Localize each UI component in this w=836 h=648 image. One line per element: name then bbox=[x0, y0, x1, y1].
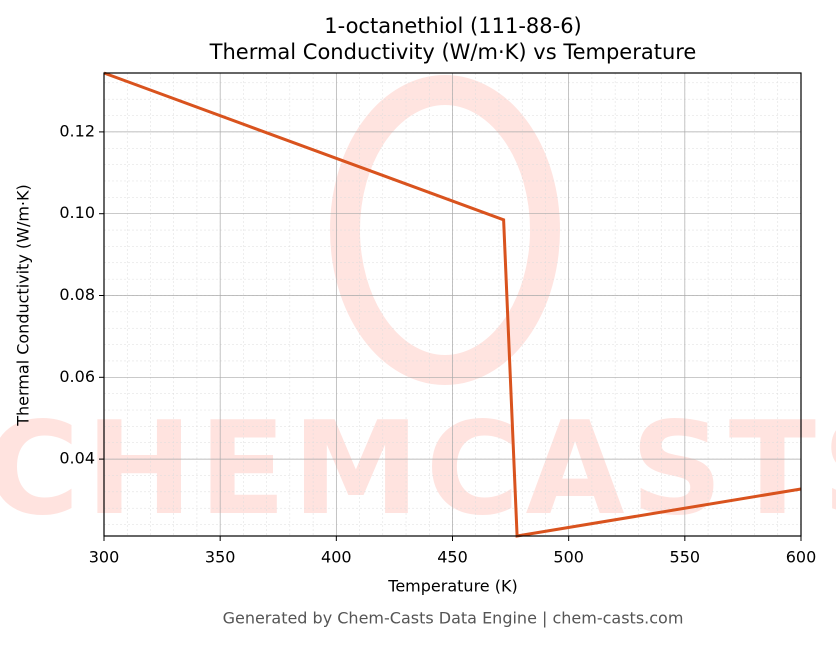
y-tick-label: 0.08 bbox=[59, 285, 95, 304]
data-line bbox=[103, 71, 802, 538]
chart-subtitle: Thermal Conductivity (W/m·K) vs Temperat… bbox=[209, 40, 697, 64]
watermark: CHEMCASTS bbox=[0, 395, 836, 544]
footer: Generated by Chem-Casts Data Engine | ch… bbox=[223, 609, 684, 628]
x-tick-label: 450 bbox=[437, 548, 468, 567]
y-tick-label: 0.12 bbox=[59, 121, 95, 140]
x-tick-label: 550 bbox=[670, 548, 701, 567]
plot-frame bbox=[103, 72, 802, 537]
x-tick-label: 500 bbox=[553, 548, 584, 567]
y-axis-label: Thermal Conductivity (W/m·K) bbox=[14, 184, 33, 427]
x-tick-label: 400 bbox=[321, 548, 352, 567]
x-tick-label: 600 bbox=[786, 548, 817, 567]
x-tick-label: 300 bbox=[89, 548, 120, 567]
y-tick-label: 0.04 bbox=[59, 449, 95, 468]
x-tick-label: 350 bbox=[205, 548, 236, 567]
chart-title: 1-octanethiol (111-88-6) bbox=[324, 14, 582, 38]
y-tick-label: 0.10 bbox=[59, 203, 95, 222]
y-tick-label: 0.06 bbox=[59, 367, 95, 386]
x-axis-label: Temperature (K) bbox=[387, 577, 517, 596]
